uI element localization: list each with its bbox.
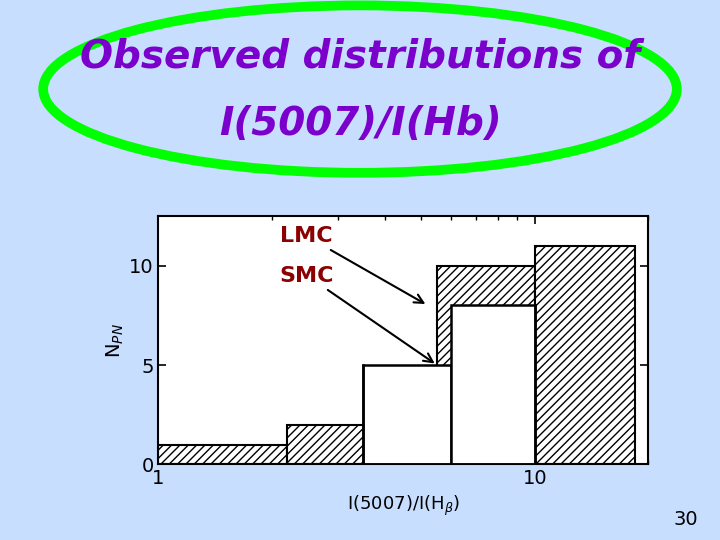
- Text: SMC: SMC: [279, 266, 433, 362]
- Text: LMC: LMC: [279, 226, 423, 303]
- Y-axis label: N$_{PN}$: N$_{PN}$: [105, 323, 126, 357]
- Bar: [535, 246, 635, 464]
- Bar: [158, 444, 287, 464]
- Bar: [451, 306, 535, 464]
- Bar: [437, 266, 535, 464]
- Bar: [363, 365, 451, 464]
- Ellipse shape: [43, 5, 677, 173]
- Text: Observed distributions of: Observed distributions of: [80, 38, 640, 76]
- Bar: [287, 424, 437, 464]
- Text: I(5007)/I(Hb): I(5007)/I(Hb): [219, 105, 501, 143]
- X-axis label: I(5007)/I(H$_{\beta}$): I(5007)/I(H$_{\beta}$): [346, 494, 460, 518]
- Text: 30: 30: [674, 510, 698, 529]
